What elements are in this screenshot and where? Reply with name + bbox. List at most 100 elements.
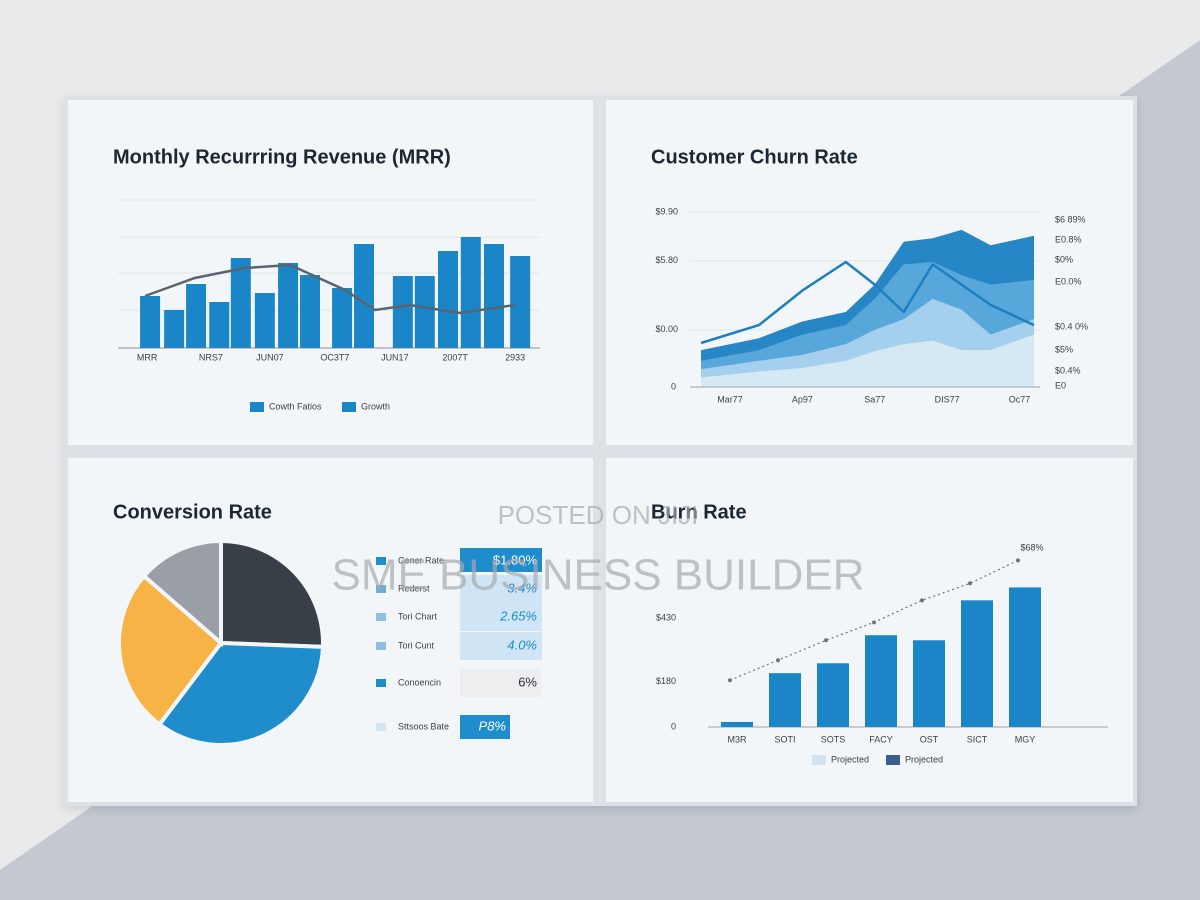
x-tick-label: OC3T7 [320, 352, 349, 362]
table-label: Tori Chart [398, 611, 438, 621]
point [872, 620, 876, 625]
pie-slice [141, 538, 223, 648]
point [776, 658, 780, 663]
value-box [460, 575, 542, 603]
table-value: $1.80% [493, 552, 538, 567]
table-label: Tori Cunt [398, 640, 435, 650]
table-label: Sttsoos Bate [398, 721, 449, 731]
value-box [460, 715, 510, 739]
x-tick-label: JUN07 [256, 352, 284, 362]
chart-title: Burn Rate [651, 501, 747, 523]
x-tick-label: Sa77 [864, 394, 885, 404]
bar [438, 251, 459, 348]
x-tick-label: 2007T [442, 352, 468, 362]
legend-label: Cowth Fatios [269, 401, 322, 411]
legend-swatch [886, 755, 900, 765]
x-tick-label: NRS7 [199, 352, 223, 362]
x-tick-label: 2933 [505, 352, 525, 362]
x-tick-label: FACY [869, 734, 893, 744]
bar [913, 640, 945, 727]
bar [230, 258, 251, 348]
table-value: P8% [479, 718, 506, 733]
table-label: Rederst [398, 583, 430, 593]
bar [817, 663, 849, 727]
x-tick-label: Oc77 [1009, 394, 1031, 404]
point [968, 581, 972, 586]
value-box [460, 548, 542, 572]
legend-swatch [376, 679, 386, 687]
legend-swatch [376, 642, 386, 650]
bar [209, 302, 230, 348]
x-tick-label: SOTI [774, 734, 795, 744]
bar [961, 600, 993, 727]
legend-swatch [342, 402, 356, 412]
right-label: $0% [1055, 254, 1073, 264]
bar [140, 296, 161, 348]
bar [769, 673, 801, 727]
bar [300, 275, 321, 348]
legend-label: Projected [905, 754, 943, 764]
bar [332, 288, 353, 348]
bar [721, 721, 753, 727]
annotation: $68% [1020, 542, 1043, 552]
x-tick-label: SOTS [821, 734, 846, 744]
x-tick-label: SICT [967, 734, 988, 744]
bar [1009, 587, 1041, 727]
legend-swatch [250, 402, 264, 412]
annotation: 0 [671, 381, 676, 391]
right-label: $0.4% [1055, 365, 1081, 375]
bar [164, 310, 185, 348]
x-tick-label: DIS77 [935, 394, 960, 404]
charts: MRR NRS7 JUN07 OC3T7 JUN17 2007T 2933 Cowth Fat… [117, 206, 1108, 765]
point [728, 678, 732, 683]
table-label: Conoencin [398, 677, 441, 687]
right-label: E0.0% [1055, 276, 1082, 286]
table-value: 3.4% [507, 580, 537, 595]
x-tick-label: Ap97 [792, 394, 813, 404]
bar [484, 244, 505, 348]
bar [278, 263, 299, 348]
table-label: Cener Rate [398, 555, 444, 565]
x-tick-label: JUN17 [381, 352, 409, 362]
legend-label: Projected [831, 754, 869, 764]
x-tick-label: M3R [727, 734, 747, 744]
bar [460, 237, 481, 348]
x-tick-label: OST [920, 734, 939, 744]
watermark: SME BUSINESS BUILDER [331, 551, 864, 600]
value-box [460, 669, 542, 697]
chart-title: Customer Churn Rate [651, 146, 858, 168]
legend-swatch [812, 755, 826, 765]
bar [186, 284, 207, 348]
y-tick-label: $0.00 [655, 324, 678, 334]
point [920, 598, 924, 603]
legend-swatch [376, 585, 386, 593]
pie-slice [219, 538, 325, 649]
bar [392, 276, 413, 348]
right-label: $0.4 0% [1055, 321, 1088, 331]
bar [865, 635, 897, 727]
pie-slice [117, 573, 224, 728]
legend-swatch [376, 557, 386, 565]
table-value: 2.65% [499, 608, 537, 623]
panel [606, 458, 1133, 802]
legend-label: Growth [361, 401, 390, 411]
right-label: $6 89% [1055, 214, 1086, 224]
bar [510, 256, 531, 348]
value-box [460, 632, 542, 660]
right-label: E0 [1055, 380, 1066, 390]
pie-slice [156, 640, 326, 747]
y-tick-label: $9.90 [655, 206, 678, 216]
area [701, 334, 1034, 387]
line [144, 263, 516, 315]
y-tick-label: $430 [656, 613, 676, 623]
right-label: E0.8% [1055, 234, 1082, 244]
table-value: 6% [518, 674, 537, 689]
table-value: 4.0% [507, 637, 537, 652]
y-tick-label: $180 [656, 676, 676, 686]
y-tick-label: $5.80 [655, 255, 678, 265]
point [824, 638, 828, 643]
value-box [460, 603, 542, 631]
x-tick-label: Mar77 [717, 394, 743, 404]
